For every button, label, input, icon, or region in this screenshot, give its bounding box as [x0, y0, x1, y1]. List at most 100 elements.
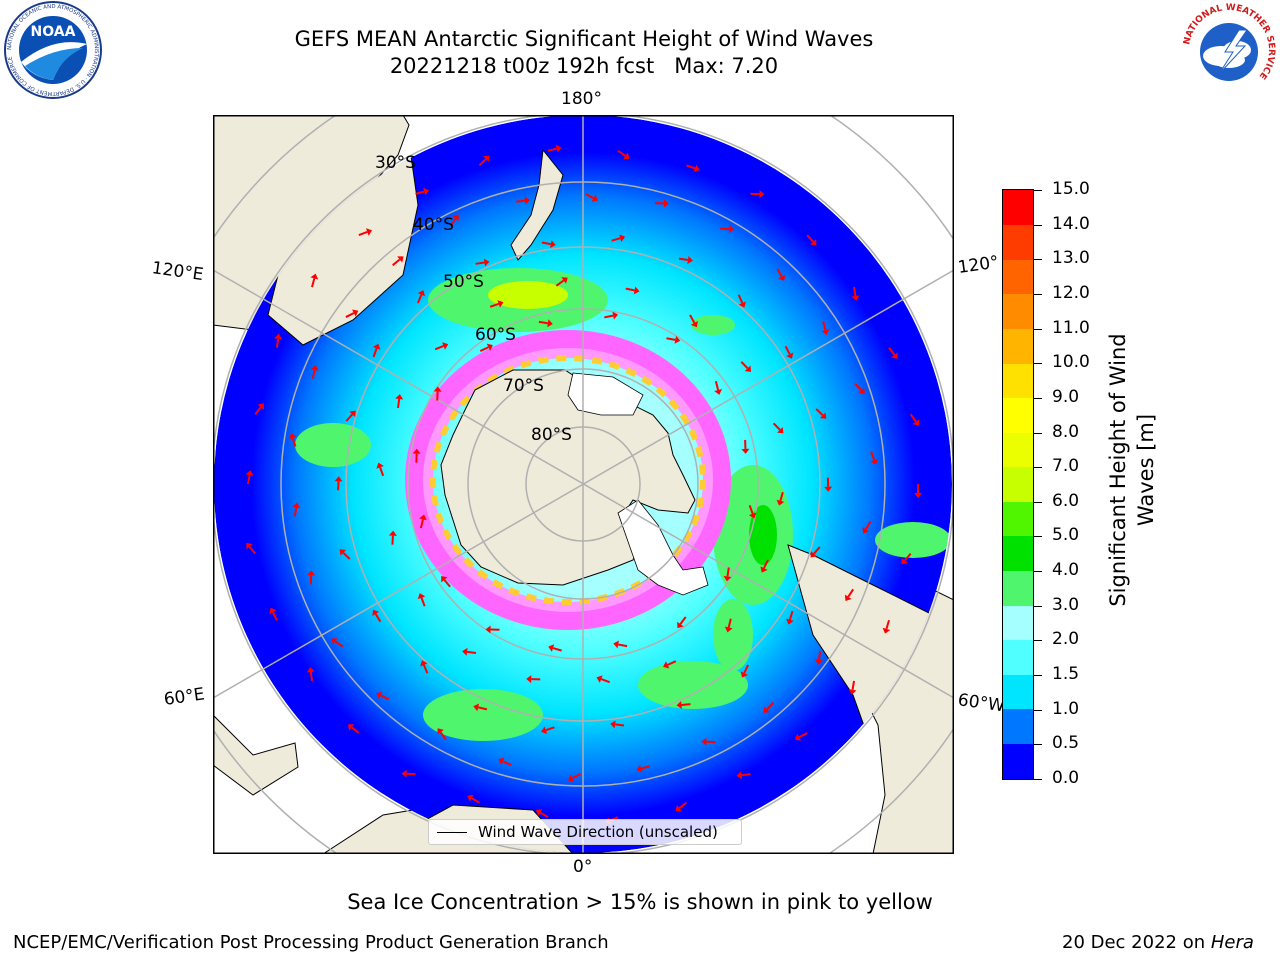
wave-direction-arrow: [772, 422, 784, 434]
wave-direction-arrow: [292, 502, 301, 517]
lon-label-180: 180°: [561, 89, 602, 109]
colorbar-segment: [1003, 259, 1033, 295]
colorbar-tick-label: 12.0: [1052, 282, 1090, 303]
wave-direction-arrow: [784, 345, 794, 359]
lat-label-80s: 80°S: [531, 425, 572, 445]
colorbar: [1002, 189, 1034, 780]
chart-title: GEFS MEAN Antarctic Significant Height o…: [294, 27, 874, 51]
host-name: Hera: [1210, 932, 1254, 953]
wave-direction-arrow: [806, 234, 817, 246]
colorbar-tick-mark: [1034, 224, 1042, 226]
wave-direction-arrow: [516, 196, 531, 205]
wave-direction-arrow: [636, 764, 651, 773]
lat-label-50s: 50°S: [443, 272, 484, 292]
colorbar-segment: [1003, 535, 1033, 572]
wave-direction-arrow: [555, 277, 568, 287]
wave-direction-arrow: [723, 567, 732, 582]
colorbar-segment: [1003, 362, 1033, 399]
wave-direction-arrow: [740, 664, 750, 678]
wave-direction-arrow: [776, 491, 785, 506]
wave-direction-arrow: [372, 343, 381, 358]
wave-direction-arrow: [535, 809, 549, 819]
wave-direction-arrow: [415, 187, 430, 196]
wave-direction-arrow: [714, 381, 722, 395]
colorbar-title-line1: Significant Height of Wind: [1106, 333, 1130, 607]
wave-direction-arrow: [909, 413, 920, 426]
wave-direction-arrow: [611, 234, 626, 243]
wave-direction-arrow: [538, 319, 553, 328]
wave-direction-arrow: [434, 342, 449, 351]
colorbar-tick-mark: [1034, 779, 1042, 780]
wave-direction-arrow: [824, 477, 833, 492]
colorbar-tick-label: 5.0: [1052, 525, 1080, 546]
colorbar-segment: [1003, 224, 1033, 260]
colorbar-segment: [1003, 674, 1033, 710]
wave-direction-arrow: [810, 546, 821, 558]
colorbar-tick-mark: [1034, 328, 1042, 330]
colorbar-tick-label: 9.0: [1052, 386, 1080, 407]
wave-direction-arrow: [358, 228, 373, 236]
wave-direction-arrow: [345, 410, 356, 422]
colorbar-tick-label: 3.0: [1052, 594, 1080, 615]
wave-direction-arrow: [269, 607, 278, 621]
colorbar-tick-mark: [1034, 432, 1042, 434]
wave-direction-arrow: [654, 199, 669, 208]
wave-direction-arrow: [388, 530, 397, 545]
wave-direction-arrow: [724, 618, 733, 633]
wave-direction-arrow: [567, 773, 581, 782]
colorbar-segment: [1003, 639, 1033, 675]
wave-direction-arrow: [604, 311, 619, 320]
wave-direction-arrow: [449, 214, 459, 227]
colorbar-tick-label: 11.0: [1052, 317, 1090, 338]
colorbar-tick-label: 13.0: [1052, 248, 1090, 269]
wave-direction-arrow: [844, 588, 855, 601]
wave-direction-arrow: [663, 660, 677, 669]
wave-direction-arrow: [882, 619, 891, 634]
wave-direction-arrow: [676, 701, 691, 709]
credit-text: NCEP/EMC/Verification Post Processing Pr…: [13, 932, 609, 953]
wave-direction-arrow: [307, 570, 316, 585]
wave-direction-arrow: [526, 675, 541, 684]
wave-direction-arrow: [750, 190, 765, 199]
lon-label-120e: 120°E: [150, 258, 205, 286]
lat-label-60s: 60°S: [475, 325, 516, 345]
wave-direction-arrow: [720, 225, 735, 234]
wave-direction-arrow: [666, 335, 681, 344]
wave-direction-arrow: [821, 321, 830, 335]
wave-direction-arrow: [548, 644, 562, 652]
wave-direction-arrow: [610, 720, 625, 729]
wave-direction-arrow: [339, 549, 351, 560]
wave-direction-arrow: [547, 144, 562, 153]
colorbar-segment: [1003, 466, 1033, 502]
wave-direction-arrow: [701, 737, 716, 746]
colorbar-tick-label: 1.5: [1052, 664, 1080, 685]
colorbar-tick-label: 2.0: [1052, 629, 1080, 650]
lon-label-0: 0°: [573, 857, 593, 877]
wave-direction-arrow: [441, 575, 451, 588]
wave-direction-arrow: [740, 361, 752, 372]
wave-direction-arrow: [420, 660, 429, 674]
wave-direction-arrow: [870, 451, 878, 465]
colorbar-segment: [1003, 293, 1033, 329]
lon-label-60w: 60°W: [956, 690, 1006, 717]
wave-direction-arrow: [541, 726, 555, 734]
wave-direction-arrow: [914, 484, 922, 498]
colorbar-tick-mark: [1034, 571, 1042, 573]
nws-logo: NATIONAL WEATHER SERVICE: [1181, 2, 1277, 98]
wave-direction-arrow: [763, 702, 775, 713]
wave-direction-arrow: [678, 256, 693, 264]
map-panel: 30°S 40°S 50°S 60°S 70°S 80°S: [213, 115, 954, 854]
wave-direction-arrow: [433, 386, 442, 401]
colorbar-segment: [1003, 432, 1033, 468]
colorbar-tick-mark: [1034, 605, 1042, 607]
wave-direction-arrow: [479, 343, 493, 352]
colorbar-segment: [1003, 605, 1033, 641]
noaa-text: NOAA: [31, 24, 76, 40]
wave-direction-arrow: [737, 294, 746, 308]
wave-direction-arrow: [786, 610, 794, 625]
colorbar-segment: [1003, 501, 1033, 537]
wave-direction-arrow: [462, 647, 477, 656]
lat-label-30s: 30°S: [375, 153, 416, 173]
colorbar-tick-mark: [1034, 709, 1042, 711]
wave-direction-arrow: [498, 757, 512, 766]
